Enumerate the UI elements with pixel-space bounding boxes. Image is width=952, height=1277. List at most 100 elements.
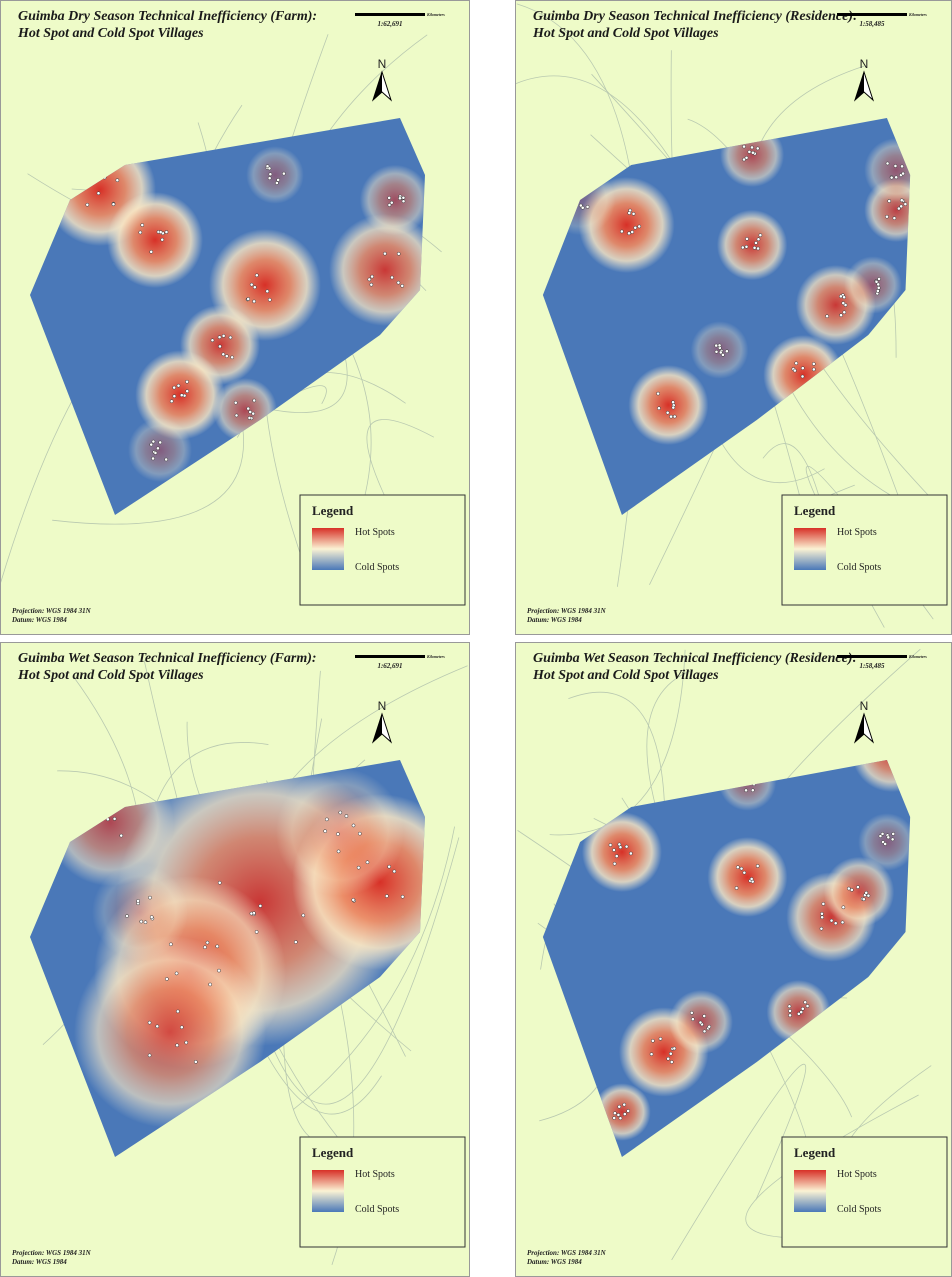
- village-point: [702, 1014, 707, 1018]
- village-point: [821, 902, 826, 906]
- scale-unit: Kilometers: [426, 12, 445, 17]
- village-point: [221, 334, 226, 338]
- village-point: [102, 175, 107, 180]
- village-point: [387, 203, 392, 207]
- heat-blob: [92, 864, 188, 960]
- village-point: [616, 1113, 621, 1117]
- village-point: [627, 231, 631, 236]
- village-point: [744, 155, 749, 160]
- village-point: [258, 904, 263, 908]
- village-point: [849, 888, 854, 892]
- village-point: [698, 1020, 703, 1025]
- village-point: [887, 760, 892, 761]
- village-point: [614, 854, 619, 858]
- village-point: [233, 400, 238, 405]
- village-point: [111, 202, 116, 207]
- village-point: [876, 282, 881, 287]
- scale-ratio: 1:58,485: [859, 20, 885, 28]
- village-point: [336, 832, 340, 836]
- village-point: [151, 456, 155, 461]
- village-point: [750, 145, 754, 150]
- heat-blob: [213, 378, 277, 442]
- village-point: [572, 187, 576, 192]
- village-point: [125, 914, 129, 918]
- village-point: [401, 195, 406, 200]
- village-point: [265, 289, 270, 294]
- village-point: [217, 968, 221, 973]
- village-point: [742, 157, 746, 162]
- village-point: [883, 751, 886, 754]
- village-point: [164, 230, 169, 234]
- village-point: [887, 199, 892, 203]
- village-point: [246, 406, 251, 411]
- village-point: [745, 237, 749, 241]
- heat-blob: [851, 760, 911, 792]
- village-point: [91, 814, 95, 819]
- village-point: [185, 389, 190, 393]
- village-point: [839, 313, 843, 318]
- village-point: [758, 233, 763, 238]
- north-label: N: [860, 699, 869, 713]
- legend-cold: Cold Spots: [355, 1204, 399, 1215]
- village-point: [151, 439, 156, 444]
- village-point: [218, 344, 222, 349]
- village-point: [251, 411, 256, 416]
- village-point: [885, 214, 889, 219]
- map-subtitle: Hot Spot and Cold Spot Villages: [17, 668, 204, 683]
- village-point: [210, 338, 215, 343]
- map-subtitle: Hot Spot and Cold Spot Villages: [532, 668, 719, 683]
- legend-hot: Hot Spots: [837, 1169, 877, 1180]
- village-point: [633, 225, 638, 230]
- north-label: N: [378, 57, 387, 71]
- scale-unit: Kilometers: [908, 654, 927, 659]
- scale-unit: Kilometers: [426, 654, 445, 659]
- village-point: [725, 349, 729, 354]
- village-point: [752, 782, 756, 787]
- legend-title: Legend: [794, 1145, 836, 1160]
- village-point: [866, 893, 871, 898]
- village-point: [568, 192, 573, 196]
- village-point: [793, 368, 797, 373]
- village-point: [282, 171, 286, 176]
- heat-blob: [276, 768, 404, 896]
- village-point: [323, 829, 327, 833]
- scale-bar: [837, 13, 907, 16]
- map-title: Guimba Dry Season Technical Inefficiency…: [18, 9, 317, 24]
- village-point: [788, 1013, 792, 1018]
- village-point: [691, 1017, 695, 1022]
- village-point: [741, 782, 746, 786]
- village-point: [665, 410, 670, 415]
- heat-blob: [858, 813, 911, 871]
- legend-gradient: [794, 1170, 826, 1212]
- village-point: [892, 216, 897, 221]
- village-point: [396, 280, 401, 285]
- village-point: [252, 398, 257, 403]
- village-point: [887, 751, 890, 754]
- village-point: [756, 237, 761, 242]
- village-point: [208, 982, 212, 987]
- village-point: [344, 814, 349, 818]
- legend-cold: Cold Spots: [837, 1204, 881, 1215]
- legend-hot: Hot Spots: [355, 1169, 395, 1180]
- village-point: [622, 1102, 627, 1107]
- datum: Datum: WGS 1984: [11, 1258, 67, 1266]
- village-point: [899, 204, 904, 209]
- village-point: [324, 817, 329, 822]
- heat-blob: [628, 365, 709, 445]
- village-point: [839, 294, 843, 299]
- village-point: [205, 940, 210, 945]
- village-point: [882, 750, 885, 753]
- village-point: [96, 809, 100, 814]
- village-point: [612, 1116, 617, 1120]
- village-point: [744, 788, 748, 793]
- village-point: [612, 848, 616, 852]
- legend-cold: Cold Spots: [355, 562, 399, 573]
- village-point: [656, 391, 660, 396]
- village-point: [389, 200, 394, 205]
- map-subtitle: Hot Spot and Cold Spot Villages: [532, 26, 719, 41]
- village-point: [193, 1060, 198, 1064]
- village-point: [829, 918, 834, 923]
- heat-blob: [128, 418, 192, 482]
- village-point: [185, 379, 189, 384]
- heat-blob: [246, 146, 304, 204]
